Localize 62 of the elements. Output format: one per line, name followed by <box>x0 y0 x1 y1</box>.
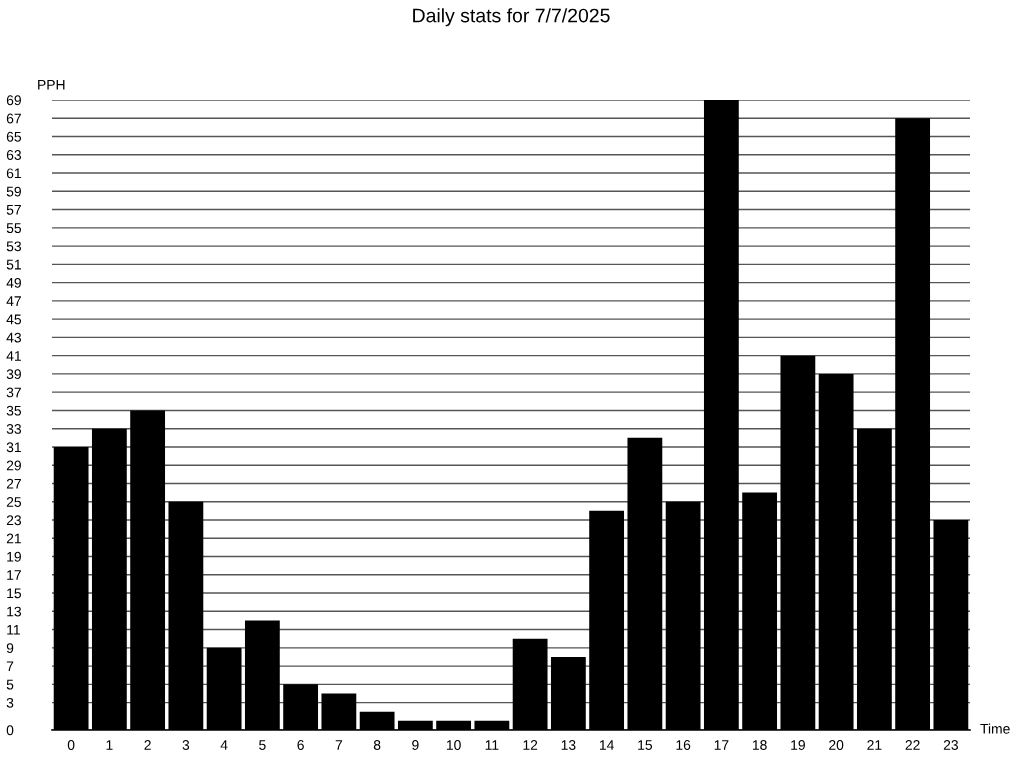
y-tick-label: 69 <box>6 95 21 106</box>
x-tick-label: 14 <box>599 740 614 750</box>
y-tick-label: 3 <box>6 697 14 708</box>
x-tick-label: 7 <box>335 740 343 750</box>
x-tick-label: 19 <box>791 740 805 750</box>
y-tick-label: 45 <box>6 314 22 325</box>
y-axis-title: PPH <box>38 80 65 90</box>
y-tick-label: 67 <box>6 113 21 124</box>
y-tick-label: 15 <box>7 588 22 599</box>
y-tick-label: 63 <box>6 150 21 160</box>
y-tick-label: 59 <box>6 186 21 197</box>
y-tick-label: 29 <box>6 460 21 471</box>
y-tick-label: 21 <box>6 533 21 544</box>
y-tick-label: 57 <box>6 205 21 215</box>
x-tick-label: 2 <box>144 740 151 750</box>
y-tick-label: 5 <box>6 679 14 690</box>
x-tick-label: 22 <box>905 740 920 750</box>
x-tick-label: 5 <box>259 740 266 750</box>
x-tick-label: 1 <box>106 740 113 750</box>
x-tick-label: 0 <box>67 740 75 750</box>
y-tick-label: 51 <box>6 259 21 270</box>
x-tick-label: 6 <box>297 740 304 750</box>
x-tick-label: 8 <box>373 740 381 750</box>
x-tick-label: 17 <box>714 740 729 750</box>
y-tick-label: 27 <box>6 478 21 489</box>
y-tick-label: 31 <box>6 442 21 453</box>
x-tick-label: 16 <box>676 740 691 750</box>
y-tick-label: 19 <box>7 551 21 562</box>
x-tick-label: 20 <box>829 740 844 750</box>
y-tick-label: 65 <box>6 131 22 142</box>
y-tick-label: 35 <box>6 405 22 416</box>
x-tick-label: 23 <box>943 740 958 750</box>
x-axis-title: Time <box>980 723 1010 734</box>
chart-title: Daily stats for 7/7/2025 <box>413 8 610 27</box>
x-tick-label: 9 <box>412 740 419 750</box>
x-tick-label: 15 <box>638 740 653 750</box>
x-tick-label: 10 <box>446 740 461 750</box>
y-tick-label: 17 <box>7 570 21 580</box>
x-tick-label: 21 <box>867 740 882 750</box>
y-tick-label: 47 <box>6 296 21 306</box>
x-tick-label: 12 <box>523 740 538 750</box>
y-tick-label: 11 <box>7 625 20 635</box>
y-tick-label: 53 <box>6 241 21 252</box>
y-tick-label: 49 <box>6 277 21 288</box>
x-tick-label: 3 <box>182 740 190 750</box>
x-tick-label: 13 <box>561 740 576 750</box>
y-tick-label: 43 <box>6 332 21 343</box>
y-tick-label: 7 <box>6 661 14 672</box>
y-tick-label: 0 <box>6 725 14 736</box>
y-tick-label: 13 <box>7 606 21 617</box>
y-tick-label: 9 <box>6 643 14 653</box>
y-tick-label: 23 <box>6 515 21 526</box>
x-tick-label: 4 <box>220 740 228 750</box>
y-tick-label: 37 <box>6 387 21 398</box>
y-tick-label: 55 <box>6 223 22 233</box>
x-tick-label: 11 <box>485 740 499 750</box>
y-tick-label: 25 <box>6 497 22 507</box>
y-tick-label: 39 <box>6 369 21 380</box>
y-tick-label: 41 <box>6 351 21 361</box>
x-tick-label: 18 <box>752 740 767 750</box>
y-tick-label: 33 <box>6 424 21 434</box>
y-tick-label: 61 <box>6 168 21 179</box>
